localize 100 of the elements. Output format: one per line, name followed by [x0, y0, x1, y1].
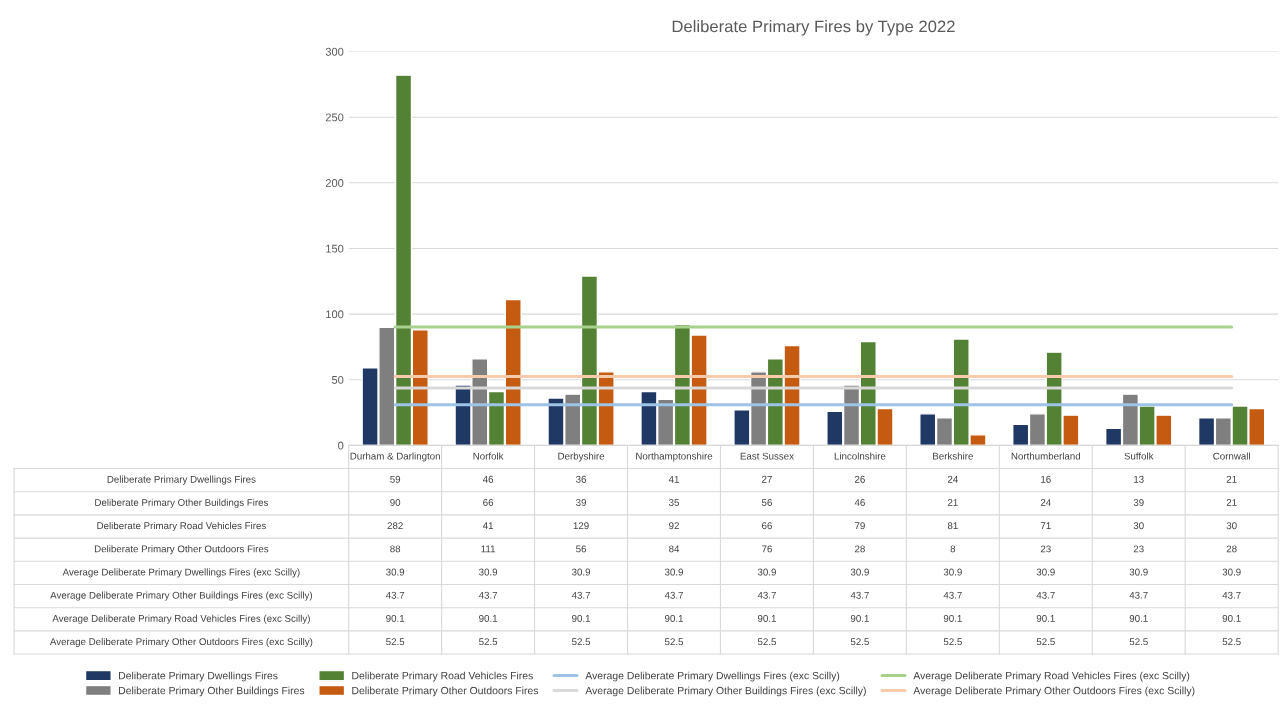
text: Deliberate Primary Other Outdoors Fires — [94, 545, 269, 555]
data-label: 43.7 — [571, 591, 591, 599]
data-label: 66 — [483, 499, 494, 506]
y-tick-label: 50 — [331, 375, 344, 384]
data-label: 52.5 — [386, 638, 405, 646]
data-label: 111 — [481, 545, 496, 553]
legend-label: Average Deliberate Primary Other Outdoors Fires (exc Scilly) — [913, 686, 1195, 697]
data-label: 90.1 — [479, 615, 498, 622]
text: Deliberate Primary Other Buildings Fires — [95, 498, 269, 508]
text: Average Deliberate Primary Road Vehicles Fires (exc Scilly) — [52, 614, 310, 624]
chart-title: Deliberate Primary Fires by Type 2022 — [672, 20, 955, 36]
data-label: 90.1 — [757, 615, 776, 622]
data-label: 282 — [387, 522, 403, 530]
legend-label: Deliberate Primary Road Vehicles Fires — [352, 671, 533, 682]
data-label: 90.1 — [1036, 615, 1055, 622]
data-label: 92 — [669, 522, 679, 530]
data-label: 90.1 — [850, 615, 869, 622]
data-label: 43.7 — [478, 591, 498, 599]
text: Deliberate Primary Road Vehicles Fires — [97, 521, 266, 532]
data-label: 56 — [576, 545, 587, 553]
y-tick-label: 200 — [325, 179, 344, 187]
data-label: 46 — [854, 499, 865, 506]
data-label: 41 — [482, 522, 494, 530]
data-label: 79 — [854, 522, 865, 530]
data-label: 43.7 — [850, 591, 869, 599]
data-label: 88 — [390, 545, 401, 553]
data-label: 24 — [947, 475, 958, 483]
legend-label: Deliberate Primary Other Outdoors Fires — [352, 686, 539, 697]
data-label: 43.7 — [664, 591, 683, 599]
data-label: 52.5 — [757, 638, 777, 646]
y-tick-label: 0 — [338, 441, 344, 450]
data-label: 26 — [854, 475, 865, 483]
data-label: 43.7 — [385, 591, 405, 599]
data-label: 30 — [1226, 522, 1237, 530]
data-label: 52.5 — [1036, 638, 1055, 646]
data-label: 30.9 — [571, 568, 591, 576]
x-tick-label: Cornwall — [1213, 452, 1250, 460]
legend-label: Average Deliberate Primary Other Buildings Fires (exc Scilly) — [585, 686, 866, 697]
data-label: 21 — [1226, 475, 1237, 483]
text: Average Deliberate Primary Dwellings Fires (exc Scilly) — [62, 568, 300, 578]
data-label: 43.7 — [1036, 591, 1055, 599]
data-label: 30.9 — [1222, 568, 1241, 576]
y-tick-label: 150 — [326, 244, 344, 253]
data-label: 13 — [1134, 475, 1144, 483]
legend-label: Deliberate Primary Dwellings Fires — [119, 671, 278, 682]
data-label: 30.9 — [664, 568, 684, 576]
data-label: 90.1 — [943, 615, 962, 622]
data-label: 52.5 — [572, 638, 591, 646]
y-tick-label: 250 — [325, 113, 344, 122]
data-label: 30.9 — [1036, 568, 1055, 576]
data-label: 39 — [576, 499, 587, 506]
x-tick-label: Suffolk — [1124, 452, 1154, 460]
data-label: 24 — [1040, 499, 1051, 506]
data-label: 30.9 — [943, 568, 962, 576]
data-label: 16 — [1041, 475, 1051, 483]
text: Average Deliberate Primary Other Buildings Fires (exc Scilly) — [50, 591, 313, 601]
data-label: 46 — [482, 475, 494, 483]
data-label: 8 — [950, 545, 956, 553]
y-tick-label: 300 — [325, 47, 344, 56]
data-label: 52.5 — [943, 638, 962, 646]
data-label: 21 — [947, 499, 958, 506]
text: Average Deliberate Primary Other Outdoors Fires (exc Scilly) — [49, 637, 313, 647]
data-label: 52.5 — [664, 638, 684, 646]
data-label: 36 — [576, 475, 587, 483]
data-label: 84 — [669, 545, 680, 553]
x-tick-label: Berkshire — [933, 452, 973, 460]
data-label: 30.9 — [850, 568, 869, 576]
data-label: 52.5 — [1222, 638, 1241, 646]
x-tick-label: Norfolk — [473, 452, 504, 460]
x-tick-label: Northamptonshire — [636, 452, 713, 462]
data-label: 52.5 — [479, 638, 498, 646]
data-label: 28 — [854, 545, 865, 553]
data-label: 90.1 — [665, 615, 683, 622]
data-label: 39 — [1133, 499, 1144, 506]
legend-label: Deliberate Primary Other Buildings Fires — [119, 686, 305, 697]
data-label: 59 — [390, 475, 401, 483]
data-label: 71 — [1040, 522, 1051, 530]
data-label: 52.5 — [850, 638, 869, 646]
data-label: 30.9 — [386, 568, 405, 576]
data-label: 23 — [1133, 545, 1144, 553]
data-label: 35 — [668, 499, 680, 506]
data-label: 30.9 — [1129, 568, 1148, 576]
data-label: 66 — [762, 522, 772, 530]
x-tick-label: Northumberland — [1011, 452, 1081, 460]
data-label: 21 — [1226, 499, 1237, 506]
data-label: 56 — [761, 499, 772, 506]
data-label: 90.1 — [572, 615, 591, 622]
data-label: 52.5 — [1129, 638, 1148, 646]
x-tick-label: Derbyshire — [558, 452, 605, 462]
y-tick-label: 100 — [326, 310, 344, 319]
data-label: 81 — [947, 522, 958, 530]
data-label: 27 — [762, 475, 772, 483]
data-label: 28 — [1226, 545, 1237, 553]
data-label: 43.7 — [757, 591, 776, 599]
data-label: 23 — [1040, 545, 1051, 553]
data-label: 129 — [573, 522, 589, 530]
data-label: 90.1 — [386, 615, 405, 622]
data-label: 90.1 — [1222, 615, 1241, 622]
x-tick-label: Lincolnshire — [834, 452, 886, 460]
text: Deliberate Primary Dwellings Fires — [107, 475, 256, 485]
